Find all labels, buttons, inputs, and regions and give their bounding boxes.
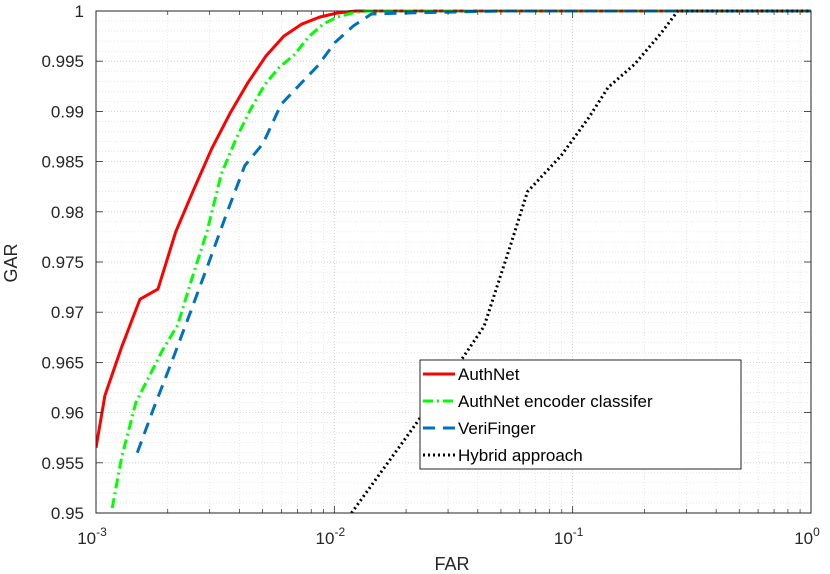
y-tick-label: 0.975 [41,253,84,272]
x-tick-label: 100 [794,525,820,548]
x-tick-label: 10-3 [77,525,107,548]
y-tick-label: 0.97 [51,303,84,322]
y-tick-label: 0.955 [41,454,84,473]
y-tick-label: 1 [75,2,84,21]
legend-item-verifinger: VeriFinger [423,419,536,438]
legend-label-authnet: AuthNet [458,365,520,384]
legend-label-verifinger: VeriFinger [458,419,536,438]
tick-labels: 10-3 10-2 10-1 100 0.95 0.955 0.96 0.965 0.97 0.9… [41,2,820,548]
x-tick-label: 10-2 [316,525,346,548]
y-tick-label: 0.995 [41,52,84,71]
legend: AuthNet AuthNet encoder classifer VeriFi… [419,359,742,470]
legend-box [419,359,742,470]
y-tick-label: 0.99 [51,102,84,121]
legend-label-authnet-encoder-classifer: AuthNet encoder classifer [458,392,653,411]
y-axis-title: GAR [1,243,21,282]
legend-label-hybrid-approach: Hybrid approach [458,446,583,465]
series-line-verifinger [135,9,811,454]
x-tick-label: 10-1 [554,525,584,548]
ticks-layer [95,10,812,514]
legend-item-authnet: AuthNet [423,365,520,384]
y-tick-label: 0.98 [51,203,84,222]
y-tick-label: 0.95 [51,504,84,523]
y-tick-label: 0.965 [41,353,84,372]
y-tick-label: 0.96 [51,404,84,423]
x-axis-title: FAR [434,554,469,574]
legend-item-authnet-encoder-classifer: AuthNet encoder classifer [423,392,653,411]
legend-item-hybrid-approach: Hybrid approach [423,446,583,465]
y-tick-label: 0.985 [41,153,84,172]
